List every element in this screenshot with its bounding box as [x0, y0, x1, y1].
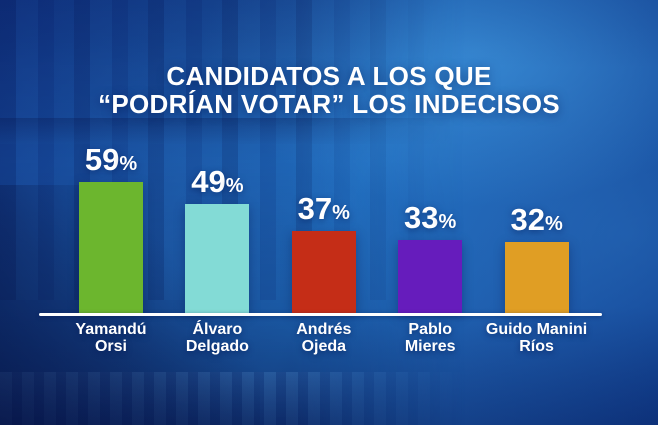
- bar-value-number: 32: [510, 202, 545, 237]
- bar-yamandu-orsi: [79, 182, 143, 313]
- bar-value-label: 32%: [472, 202, 602, 241]
- bar-value-label: 37%: [259, 191, 389, 230]
- bar-group-guido-manini-rios: 32% Guido Manini Ríos: [472, 0, 602, 425]
- bar-value-number: 37: [297, 191, 333, 226]
- bar-category-label: Andrés Ojeda: [296, 321, 352, 355]
- percent-sign: %: [438, 211, 457, 233]
- bar-guido-manini-rios: [504, 242, 569, 313]
- bar-category-label: Álvaro Delgado: [185, 321, 249, 355]
- bar-andres-ojeda: [291, 231, 356, 313]
- bar-group-pablo-mieres: 33% Pablo Mieres: [365, 0, 495, 425]
- bar-value-label: 59%: [46, 142, 176, 181]
- bar-value-number: 33: [404, 200, 439, 235]
- bar-value-label: 33%: [365, 200, 495, 239]
- bar-value-label: 49%: [152, 164, 282, 203]
- chart-title-line1: CANDIDATOS A LOS QUE: [166, 61, 492, 91]
- bar-group-andres-ojeda: 37% Andrés Ojeda: [259, 0, 389, 425]
- bar-group-alvaro-delgado: 49% Álvaro Delgado: [152, 0, 282, 425]
- bar-category-label: Guido Manini Ríos: [485, 321, 588, 355]
- chart-title: CANDIDATOS A LOS QUE “PODRÍAN VOTAR” LOS …: [0, 62, 658, 118]
- building-cornice: [0, 118, 450, 144]
- axis-baseline: [39, 313, 602, 316]
- percent-sign: %: [225, 175, 244, 197]
- bar-value-number: 59: [84, 142, 120, 177]
- chart-title-line2: “PODRÍAN VOTAR” LOS INDECISOS: [98, 89, 560, 119]
- bar-value-number: 49: [191, 164, 226, 199]
- bar-category-label: Yamandú Orsi: [75, 321, 147, 355]
- bar-category-label: Pablo Mieres: [404, 321, 456, 355]
- percent-sign: %: [119, 153, 138, 175]
- percent-sign: %: [332, 202, 350, 224]
- bar-group-yamandu-orsi: 59% Yamandú Orsi: [46, 0, 176, 425]
- percent-sign: %: [544, 213, 563, 235]
- bar-alvaro-delgado: [185, 204, 250, 313]
- bar-pablo-mieres: [398, 240, 463, 313]
